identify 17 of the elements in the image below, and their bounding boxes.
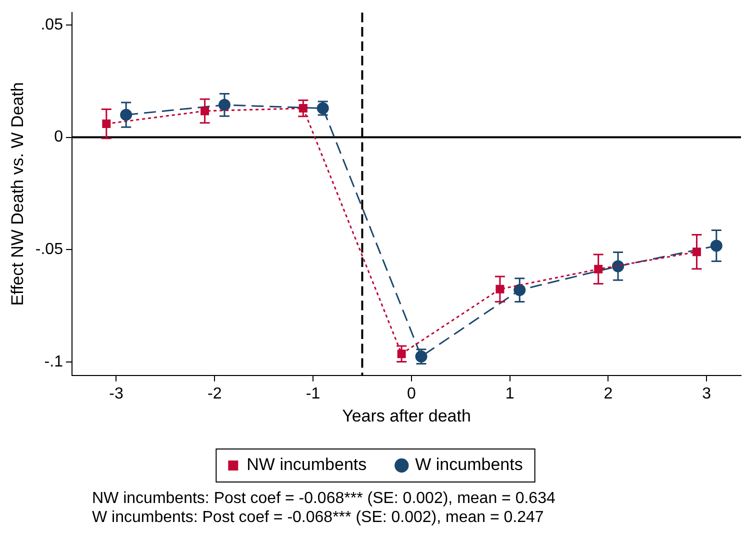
legend-label: W incumbents [415, 455, 523, 474]
x-tick-label: -2 [208, 385, 222, 402]
y-tick-label: 0 [54, 128, 64, 146]
text: NW incumbents: Post coef = -0.068*** (SE: 0.002), mean = 0.634 [92, 489, 556, 508]
x-tick-label: -1 [306, 385, 320, 402]
legend-label: NW incumbents [246, 455, 367, 474]
x-tick-label: 3 [702, 385, 712, 402]
x-tick-label: 1 [505, 385, 514, 402]
y-tick-label: .05 [40, 16, 64, 34]
text: W incumbents: Post coef = -0.068*** (SE: 0.002), mean = 0.247 [92, 508, 545, 527]
y-tick-label: -.1 [44, 353, 64, 370]
x-tick-label: 2 [604, 385, 613, 402]
x-axis-title: Years after death [342, 406, 471, 426]
y-axis-title: Effect NW Death vs. W Death [8, 82, 27, 306]
x-tick-label: -3 [109, 385, 124, 402]
x-tick-label: 0 [406, 385, 416, 402]
y-tick-label: -.05 [35, 241, 64, 258]
